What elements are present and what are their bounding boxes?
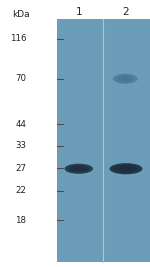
Text: 1: 1 [75,7,82,17]
Ellipse shape [110,163,142,174]
Ellipse shape [68,165,89,172]
Text: 33: 33 [15,141,26,150]
Ellipse shape [72,166,86,171]
Ellipse shape [119,76,131,81]
Text: 116: 116 [10,34,26,43]
Ellipse shape [116,75,135,83]
Ellipse shape [75,167,82,170]
Text: 22: 22 [15,186,26,195]
Ellipse shape [64,164,93,174]
Ellipse shape [118,166,134,172]
Text: 2: 2 [122,7,129,17]
Ellipse shape [122,77,128,80]
Text: 44: 44 [15,120,26,129]
Bar [57,19,150,262]
Text: 27: 27 [15,164,26,173]
Ellipse shape [114,164,138,173]
Ellipse shape [122,167,130,170]
Text: 18: 18 [15,216,26,225]
Text: 70: 70 [15,74,26,83]
Text: kDa: kDa [12,10,30,19]
Ellipse shape [113,74,138,84]
